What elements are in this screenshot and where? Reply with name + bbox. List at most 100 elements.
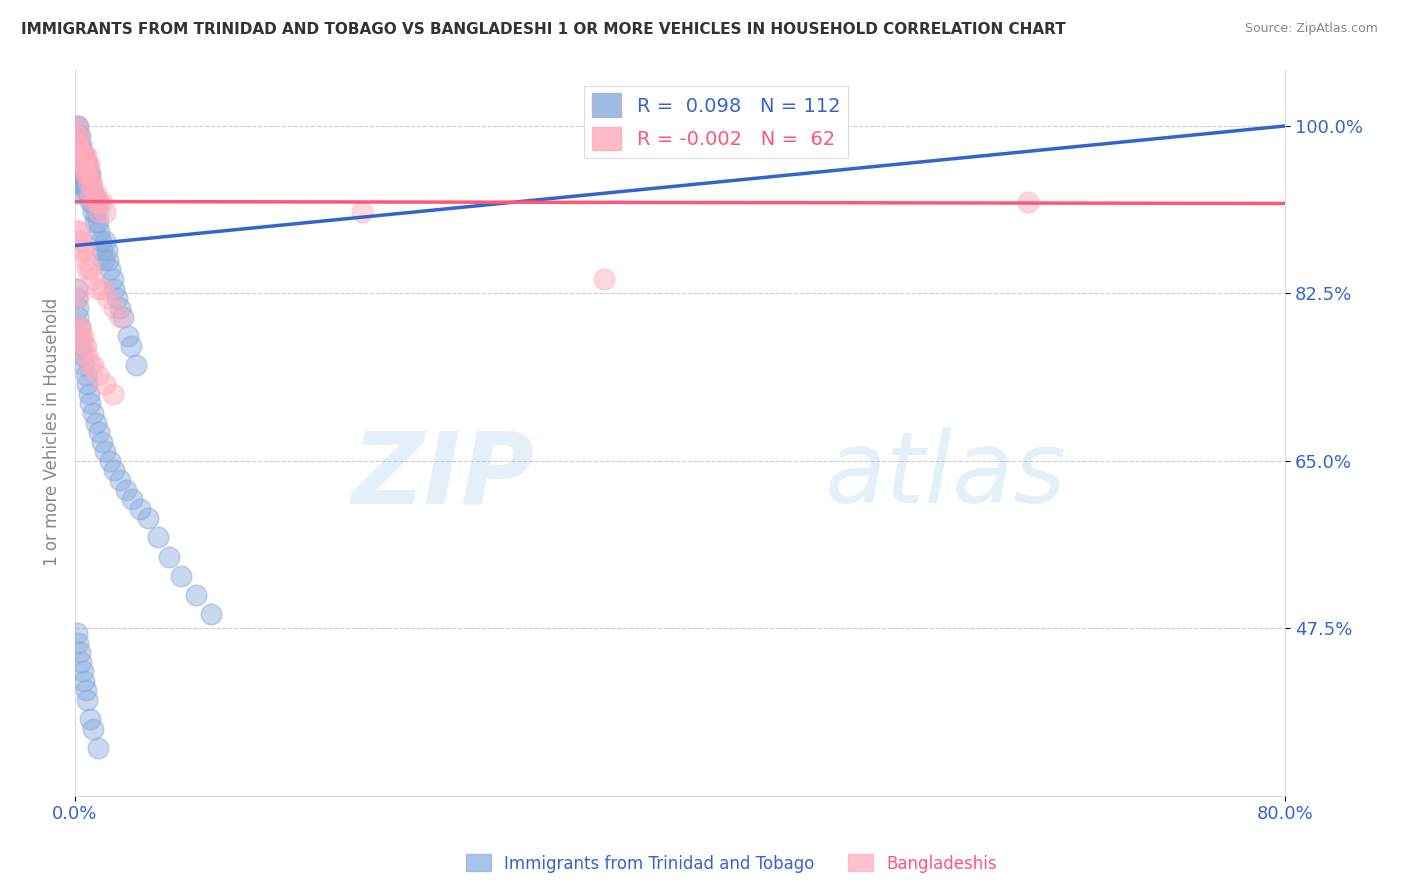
Point bbox=[75, 339, 97, 353]
Point bbox=[110, 301, 132, 315]
Point bbox=[79, 262, 101, 277]
Point bbox=[67, 635, 90, 649]
Point bbox=[86, 195, 108, 210]
Point bbox=[79, 712, 101, 726]
Point bbox=[72, 349, 94, 363]
Point bbox=[77, 167, 100, 181]
Point bbox=[75, 167, 97, 181]
Point bbox=[148, 530, 170, 544]
Point bbox=[75, 157, 97, 171]
Point bbox=[79, 167, 101, 181]
Point bbox=[103, 282, 125, 296]
Point bbox=[200, 607, 222, 621]
Point bbox=[80, 195, 103, 210]
Point bbox=[67, 291, 90, 305]
Point bbox=[70, 177, 93, 191]
Point bbox=[593, 119, 616, 133]
Point bbox=[76, 186, 98, 200]
Point bbox=[80, 177, 103, 191]
Point bbox=[83, 195, 105, 210]
Point bbox=[72, 177, 94, 191]
Point bbox=[82, 358, 104, 372]
Point bbox=[72, 665, 94, 679]
Point bbox=[65, 157, 87, 171]
Legend: R =  0.098   N = 112, R = -0.002   N =  62: R = 0.098 N = 112, R = -0.002 N = 62 bbox=[585, 86, 848, 158]
Point bbox=[67, 128, 90, 143]
Point bbox=[97, 291, 120, 305]
Point bbox=[72, 157, 94, 171]
Point bbox=[121, 492, 143, 507]
Point bbox=[184, 588, 207, 602]
Point bbox=[79, 177, 101, 191]
Point bbox=[65, 282, 87, 296]
Point bbox=[79, 186, 101, 200]
Point bbox=[65, 177, 87, 191]
Point bbox=[67, 319, 90, 334]
Point bbox=[70, 167, 93, 181]
Point bbox=[72, 167, 94, 181]
Point bbox=[120, 339, 142, 353]
Point bbox=[75, 167, 97, 181]
Point bbox=[70, 157, 93, 171]
Point bbox=[129, 501, 152, 516]
Text: atlas: atlas bbox=[825, 427, 1067, 524]
Point bbox=[86, 740, 108, 755]
Point bbox=[103, 463, 125, 477]
Point bbox=[89, 425, 111, 439]
Point bbox=[117, 329, 139, 343]
Point bbox=[101, 272, 124, 286]
Point bbox=[65, 128, 87, 143]
Point bbox=[76, 377, 98, 392]
Point bbox=[67, 138, 90, 153]
Point bbox=[98, 454, 121, 468]
Point bbox=[67, 224, 90, 238]
Point bbox=[593, 272, 616, 286]
Point bbox=[65, 128, 87, 143]
Point bbox=[94, 444, 117, 458]
Point bbox=[70, 147, 93, 161]
Point bbox=[73, 177, 96, 191]
Point bbox=[93, 252, 115, 267]
Point bbox=[91, 282, 114, 296]
Point bbox=[65, 626, 87, 640]
Point bbox=[69, 319, 91, 334]
Point bbox=[84, 205, 107, 219]
Point bbox=[69, 138, 91, 153]
Text: Source: ZipAtlas.com: Source: ZipAtlas.com bbox=[1244, 22, 1378, 36]
Point bbox=[70, 339, 93, 353]
Point bbox=[72, 157, 94, 171]
Point bbox=[69, 645, 91, 659]
Point bbox=[73, 147, 96, 161]
Point bbox=[76, 157, 98, 171]
Point bbox=[82, 272, 104, 286]
Point bbox=[73, 339, 96, 353]
Point bbox=[73, 358, 96, 372]
Point bbox=[89, 224, 111, 238]
Point bbox=[79, 167, 101, 181]
Point bbox=[76, 693, 98, 707]
Point bbox=[69, 147, 91, 161]
Point bbox=[70, 147, 93, 161]
Point bbox=[65, 138, 87, 153]
Point bbox=[69, 177, 91, 191]
Point bbox=[69, 319, 91, 334]
Point bbox=[77, 387, 100, 401]
Point bbox=[75, 252, 97, 267]
Point bbox=[98, 262, 121, 277]
Point bbox=[76, 262, 98, 277]
Point bbox=[65, 119, 87, 133]
Point bbox=[82, 186, 104, 200]
Point bbox=[86, 195, 108, 210]
Point bbox=[67, 128, 90, 143]
Point bbox=[69, 329, 91, 343]
Point bbox=[110, 473, 132, 487]
Point bbox=[94, 205, 117, 219]
Point bbox=[75, 177, 97, 191]
Point bbox=[103, 301, 125, 315]
Point bbox=[65, 282, 87, 296]
Point bbox=[77, 157, 100, 171]
Point bbox=[90, 234, 112, 248]
Point bbox=[96, 244, 118, 258]
Point bbox=[77, 186, 100, 200]
Point bbox=[82, 186, 104, 200]
